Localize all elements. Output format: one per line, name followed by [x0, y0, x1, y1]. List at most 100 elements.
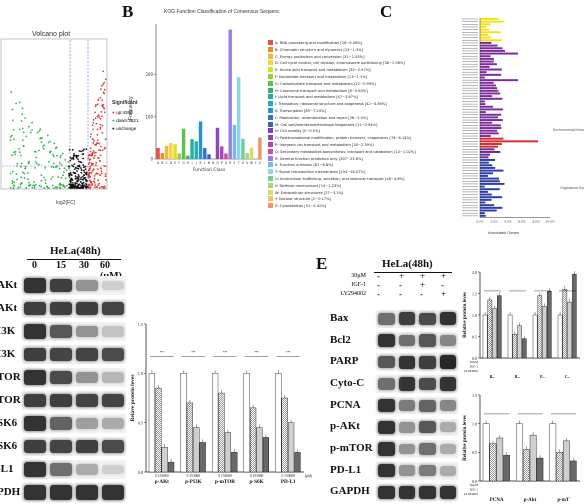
- blot-band: [102, 418, 124, 429]
- volcano-point: [40, 174, 43, 177]
- quant-bar: [492, 308, 497, 359]
- volcano-point: [76, 180, 78, 183]
- quant-bar: [482, 423, 490, 482]
- blot-band: [102, 326, 124, 337]
- volcano-point: [51, 176, 54, 178]
- volcano-point: [41, 137, 43, 140]
- kog-legend-item: K: Transcription [89~7.24%]: [268, 108, 326, 115]
- volcano-point: [22, 145, 25, 148]
- volcano-point: [104, 179, 107, 181]
- kog-bar: [249, 147, 254, 159]
- volcano-point: [94, 164, 97, 167]
- blot-e-treatment-label: 30µM: [351, 273, 366, 279]
- quant-bar: [155, 387, 162, 473]
- quant-bar: [557, 314, 563, 359]
- kegg-bar: [480, 28, 490, 31]
- kog-legend-label: G: Carbohydrate transport and metabolism…: [275, 81, 376, 86]
- volcano-point: [83, 184, 86, 187]
- volcano-point: [96, 186, 99, 189]
- blot-band: [419, 465, 436, 477]
- kog-y-tick-label: 0: [150, 157, 153, 162]
- volcano-point: [40, 179, 43, 182]
- quant-bar: [180, 373, 187, 473]
- blot-strip: [22, 414, 126, 433]
- volcano-point: [22, 171, 24, 174]
- blot-band: [378, 399, 395, 413]
- blot-e-treatment-mark: +: [441, 271, 447, 281]
- volcano-point: [82, 157, 84, 160]
- volcano-point: [20, 165, 23, 168]
- blot-row-label: I3K: [0, 347, 16, 360]
- volcano-point: [80, 150, 82, 153]
- blot-band: [398, 421, 415, 433]
- volcano-point: [94, 184, 97, 187]
- volcano-point: [72, 171, 75, 174]
- blot-strip: [376, 310, 458, 328]
- volcano-point: [97, 114, 100, 117]
- blot-strip: [376, 375, 458, 393]
- volcano-point: [94, 155, 96, 157]
- kog-legend-item: O: Posttranslational modification, prote…: [268, 135, 411, 142]
- blot-strip: [22, 345, 126, 364]
- volcano-point: [15, 173, 18, 176]
- volcano-point: [42, 148, 45, 150]
- kog-legend-label: Z: Cytoskeleton [51~4.42%]: [275, 204, 327, 209]
- volcano-point: [104, 175, 107, 178]
- volcano-point: [97, 99, 100, 101]
- kog-legend-swatch: [268, 203, 273, 209]
- quant-bar: [522, 449, 530, 482]
- volcano-point: [93, 180, 95, 183]
- volcano-point: [71, 148, 74, 151]
- quant-bar: [556, 452, 563, 482]
- quant-sig-mark: ***: [160, 351, 165, 355]
- quant-y-tick-label: 0.5: [472, 450, 477, 455]
- volcano-point: [43, 144, 45, 147]
- volcano-point: [85, 183, 88, 186]
- kog-legend-swatch: [268, 135, 273, 141]
- volcano-point: [103, 88, 106, 91]
- volcano-point: [99, 96, 102, 99]
- volcano-point: [100, 88, 102, 90]
- kog-class-label: J: [195, 161, 197, 165]
- volcano-point: [82, 187, 85, 189]
- blot-strip: [22, 299, 126, 318]
- volcano-point: [103, 164, 105, 167]
- quant-bar: [161, 447, 168, 473]
- volcano-point: [91, 124, 94, 127]
- blot-e-quant-chart-top: 0.0 0.5 1.0 1.5 2.0 Relative protein leves B..…: [463, 270, 580, 379]
- volcano-point: [63, 171, 65, 174]
- volcano-point: [75, 187, 78, 189]
- volcano-point: [31, 129, 33, 132]
- volcano-point: [43, 176, 46, 179]
- volcano-point: [101, 149, 104, 152]
- blot-strip: [376, 353, 458, 372]
- volcano-point: [95, 151, 97, 154]
- blot-band: [398, 355, 415, 369]
- blot-e-header: HeLa(48h): [382, 258, 433, 270]
- volcano-point: [11, 180, 14, 183]
- blot-strip: [376, 396, 458, 415]
- volcano-point: [72, 182, 74, 184]
- volcano-point: [99, 167, 102, 170]
- blot-row-label: AKt: [0, 278, 18, 291]
- volcano-point: [18, 128, 21, 131]
- volcano-point: [10, 91, 13, 94]
- kegg-bar: [480, 174, 488, 177]
- volcano-point: [80, 167, 82, 169]
- volcano-point: [96, 103, 99, 106]
- quant-bar: [199, 442, 206, 473]
- volcano-point: [104, 138, 107, 141]
- blot-row-label: Bcl2: [330, 333, 351, 346]
- quant-bar: [497, 295, 502, 359]
- volcano-point: [39, 137, 41, 140]
- kegg-group-org: Organismal Systems: [560, 186, 584, 190]
- blot-band: [24, 393, 46, 408]
- kegg-bar: [480, 116, 499, 119]
- blot-band: [398, 312, 415, 326]
- kog-bar: [169, 142, 173, 159]
- kog-class-label: U: [242, 161, 245, 165]
- volcano-point: [63, 167, 66, 170]
- volcano-point: [85, 179, 88, 182]
- volcano-title: Volcano plot: [32, 31, 71, 38]
- volcano-point: [20, 176, 23, 179]
